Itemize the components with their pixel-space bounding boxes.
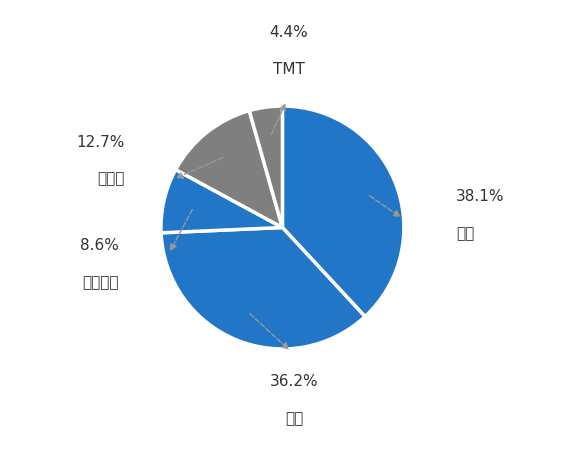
Wedge shape bbox=[282, 106, 404, 317]
Text: 联合办公: 联合办公 bbox=[82, 275, 118, 290]
Text: 38.1%: 38.1% bbox=[456, 189, 505, 204]
Text: 制造业: 制造业 bbox=[97, 172, 125, 187]
Text: 8.6%: 8.6% bbox=[80, 238, 118, 253]
Text: 金融: 金融 bbox=[286, 411, 304, 426]
Wedge shape bbox=[249, 106, 282, 228]
Text: 36.2%: 36.2% bbox=[270, 374, 319, 389]
Wedge shape bbox=[175, 111, 282, 228]
Text: 12.7%: 12.7% bbox=[76, 135, 125, 150]
Text: 零售: 零售 bbox=[456, 226, 474, 241]
Wedge shape bbox=[161, 228, 365, 349]
Text: 4.4%: 4.4% bbox=[269, 25, 308, 40]
Wedge shape bbox=[161, 170, 282, 233]
Text: TMT: TMT bbox=[272, 62, 305, 77]
